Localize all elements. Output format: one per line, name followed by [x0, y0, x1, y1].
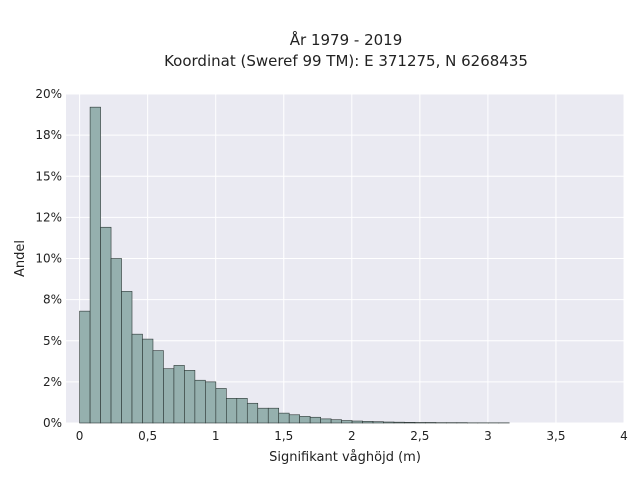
histogram-bar — [288, 414, 300, 424]
histogram-bar — [142, 338, 154, 424]
x-tick-label: 1 — [212, 429, 220, 443]
histogram-bar — [267, 407, 280, 424]
x-axis-label: Signifikant våghöjd (m) — [269, 450, 421, 465]
histogram-bar — [131, 333, 143, 424]
x-tick-label: 3,5 — [546, 429, 565, 443]
y-tick-label: 8% — [43, 293, 62, 307]
histogram-bar — [110, 258, 122, 424]
histogram-bar — [79, 310, 91, 424]
histogram-bar — [236, 398, 248, 424]
x-axis-ticks: 0 0,5 1 1,5 2 2,5 3 3,5 4 — [76, 429, 628, 443]
x-tick-label: 2,5 — [410, 429, 429, 443]
histogram-bar — [173, 365, 185, 424]
chart-subtitle: Koordinat (Sweref 99 TM): E 371275, N 62… — [164, 52, 528, 70]
histogram-bar — [100, 226, 112, 424]
histogram-bar — [257, 407, 269, 424]
chart-title: År 1979 - 2019 — [290, 30, 403, 49]
histogram-bar — [341, 420, 353, 424]
histogram-bar — [152, 350, 164, 424]
x-tick-label: 0 — [76, 429, 84, 443]
y-tick-label: 12% — [35, 210, 62, 224]
histogram-bar — [309, 416, 321, 424]
y-tick-label: 20% — [35, 87, 62, 101]
histogram-bar — [372, 421, 384, 424]
x-tick-label: 3 — [484, 429, 492, 443]
y-tick-label: 18% — [35, 128, 62, 142]
histogram-bar — [404, 422, 416, 424]
histogram-bar — [205, 381, 217, 424]
histogram-bar — [393, 421, 405, 424]
y-tick-label: 2% — [43, 375, 62, 389]
histogram-bar — [383, 421, 395, 424]
y-tick-label: 15% — [35, 169, 62, 183]
y-axis-label: Andel — [13, 240, 28, 277]
histogram-bar — [89, 106, 101, 424]
histogram-bar — [362, 421, 374, 424]
histogram-bar — [194, 379, 206, 424]
histogram-bar — [226, 398, 238, 424]
histogram-bar — [320, 418, 332, 424]
y-tick-label: 10% — [35, 252, 62, 266]
y-axis-ticks: 0% 2% 5% 8% 10% 12% 15% 18% 20% — [35, 87, 62, 430]
histogram-bar — [163, 368, 175, 424]
histogram-bar — [351, 420, 363, 424]
histogram-bar — [278, 412, 290, 424]
histogram-bar — [330, 419, 342, 424]
y-tick-label: 5% — [43, 334, 62, 348]
histogram-bar — [215, 388, 227, 424]
x-tick-label: 1,5 — [274, 429, 293, 443]
x-tick-label: 4 — [620, 429, 628, 443]
histogram-bar — [246, 402, 259, 424]
y-tick-label: 0% — [43, 416, 62, 430]
bars-group — [79, 106, 510, 424]
histogram-bar — [121, 291, 133, 424]
x-tick-label: 0,5 — [138, 429, 157, 443]
histogram-bar — [299, 416, 311, 424]
histogram-bar — [184, 370, 196, 424]
x-tick-label: 2 — [348, 429, 356, 443]
